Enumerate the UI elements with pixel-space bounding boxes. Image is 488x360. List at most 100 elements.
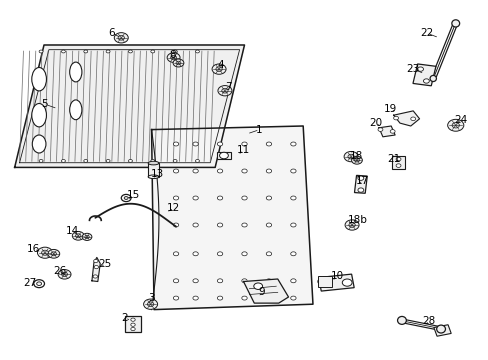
Text: 11: 11 <box>236 145 250 156</box>
Ellipse shape <box>241 169 247 173</box>
Ellipse shape <box>93 275 98 278</box>
Ellipse shape <box>290 142 296 146</box>
Ellipse shape <box>290 169 296 173</box>
Text: 14: 14 <box>65 226 79 236</box>
Text: 17: 17 <box>355 176 369 186</box>
Text: 27: 27 <box>23 278 37 288</box>
Ellipse shape <box>130 323 135 326</box>
Ellipse shape <box>393 116 398 120</box>
Ellipse shape <box>130 328 135 330</box>
Ellipse shape <box>218 86 231 96</box>
Ellipse shape <box>39 159 43 162</box>
Ellipse shape <box>217 142 223 146</box>
Text: 13: 13 <box>150 168 164 179</box>
Ellipse shape <box>173 196 179 200</box>
Ellipse shape <box>32 104 46 127</box>
Bar <box>412 64 435 86</box>
Text: 25: 25 <box>98 258 112 269</box>
Ellipse shape <box>72 231 84 240</box>
Ellipse shape <box>76 234 81 238</box>
Text: 22: 22 <box>419 28 432 38</box>
Ellipse shape <box>173 252 179 256</box>
Ellipse shape <box>345 220 358 230</box>
Bar <box>391 156 404 169</box>
Ellipse shape <box>253 283 262 289</box>
Ellipse shape <box>32 68 46 91</box>
Ellipse shape <box>351 156 362 164</box>
Ellipse shape <box>241 252 247 256</box>
Ellipse shape <box>265 196 271 200</box>
Ellipse shape <box>192 196 198 200</box>
Ellipse shape <box>173 223 179 227</box>
Ellipse shape <box>124 197 128 199</box>
Text: 19: 19 <box>383 104 396 114</box>
Ellipse shape <box>195 50 199 53</box>
Ellipse shape <box>38 247 52 258</box>
Polygon shape <box>15 45 244 167</box>
Text: 10: 10 <box>330 271 343 282</box>
Bar <box>217 152 230 159</box>
Ellipse shape <box>217 196 223 200</box>
Ellipse shape <box>265 252 271 256</box>
Text: 3: 3 <box>148 293 155 303</box>
Text: 7: 7 <box>225 82 232 92</box>
Polygon shape <box>378 126 394 137</box>
Ellipse shape <box>61 272 67 276</box>
Ellipse shape <box>265 169 271 173</box>
Ellipse shape <box>173 59 183 67</box>
Ellipse shape <box>51 252 57 256</box>
Ellipse shape <box>69 100 81 120</box>
Ellipse shape <box>447 120 463 131</box>
Ellipse shape <box>128 159 132 162</box>
Ellipse shape <box>395 164 400 167</box>
Ellipse shape <box>61 159 65 162</box>
Ellipse shape <box>170 55 176 60</box>
Ellipse shape <box>148 175 159 179</box>
Ellipse shape <box>83 159 87 162</box>
Text: 20: 20 <box>368 118 381 128</box>
Ellipse shape <box>265 223 271 227</box>
Ellipse shape <box>173 50 177 53</box>
Ellipse shape <box>429 76 435 82</box>
Ellipse shape <box>48 249 60 258</box>
Ellipse shape <box>290 296 296 300</box>
Ellipse shape <box>173 142 179 146</box>
Ellipse shape <box>85 235 89 238</box>
Ellipse shape <box>128 50 132 53</box>
Ellipse shape <box>106 50 110 53</box>
Ellipse shape <box>94 259 98 263</box>
Ellipse shape <box>290 279 296 283</box>
Ellipse shape <box>58 270 71 279</box>
Polygon shape <box>151 126 312 310</box>
Ellipse shape <box>436 325 445 333</box>
Text: 16: 16 <box>26 244 40 254</box>
Ellipse shape <box>150 50 154 53</box>
Ellipse shape <box>417 67 423 71</box>
Text: 24: 24 <box>453 114 467 125</box>
Ellipse shape <box>217 169 223 173</box>
Ellipse shape <box>121 194 131 202</box>
Text: 23: 23 <box>406 64 419 74</box>
Ellipse shape <box>217 279 223 283</box>
Ellipse shape <box>217 296 223 300</box>
Ellipse shape <box>217 252 223 256</box>
Ellipse shape <box>347 154 353 159</box>
Ellipse shape <box>114 33 128 43</box>
Bar <box>433 325 450 336</box>
Ellipse shape <box>389 130 394 133</box>
Text: 18: 18 <box>348 150 362 161</box>
Text: 15: 15 <box>126 190 140 200</box>
Ellipse shape <box>41 250 48 255</box>
Ellipse shape <box>37 282 41 285</box>
Text: 9: 9 <box>258 287 264 297</box>
Ellipse shape <box>357 188 363 192</box>
Ellipse shape <box>106 159 110 162</box>
Ellipse shape <box>167 53 180 62</box>
Ellipse shape <box>451 20 459 27</box>
Ellipse shape <box>451 122 459 128</box>
Ellipse shape <box>290 223 296 227</box>
Ellipse shape <box>217 223 223 227</box>
Ellipse shape <box>265 296 271 300</box>
Polygon shape <box>92 257 100 282</box>
Ellipse shape <box>176 61 181 65</box>
